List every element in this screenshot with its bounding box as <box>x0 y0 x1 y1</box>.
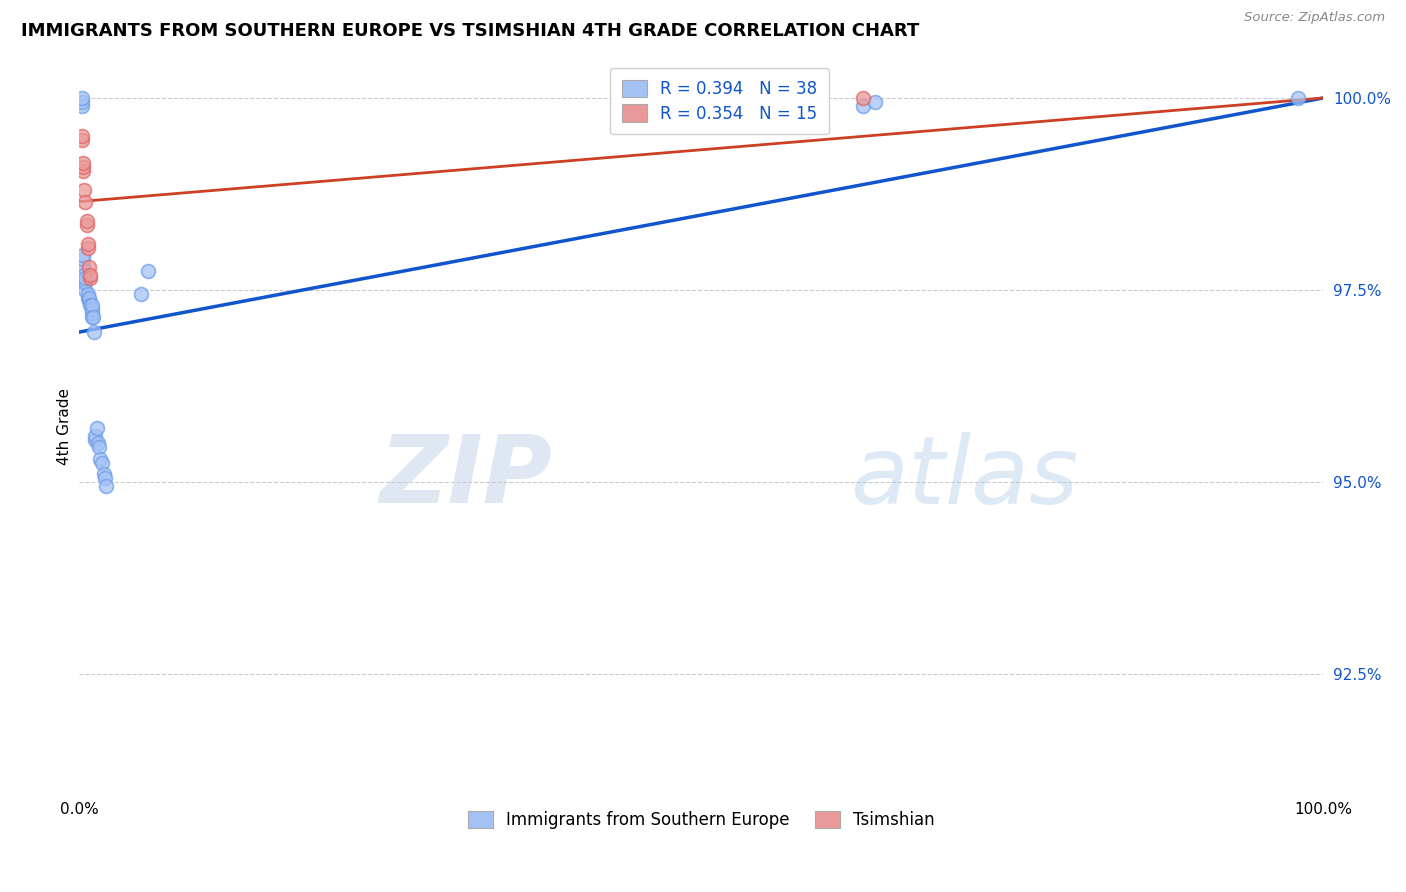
Point <box>76 241 98 255</box>
Point <box>83 325 105 339</box>
Y-axis label: 4th Grade: 4th Grade <box>58 388 72 465</box>
Legend: Immigrants from Southern Europe, Tsimshian: Immigrants from Southern Europe, Tsimshi… <box>461 804 941 836</box>
Point <box>72 164 94 178</box>
Point <box>72 252 94 267</box>
Point <box>72 260 94 274</box>
Point <box>72 160 94 174</box>
Point <box>76 218 98 232</box>
Text: Source: ZipAtlas.com: Source: ZipAtlas.com <box>1244 11 1385 24</box>
Point <box>72 248 94 262</box>
Point <box>82 310 104 324</box>
Point <box>75 283 97 297</box>
Point <box>75 194 97 209</box>
Point <box>131 286 153 301</box>
Point <box>90 456 112 470</box>
Point <box>84 428 107 442</box>
Point <box>136 263 159 277</box>
Point <box>73 275 96 289</box>
Point <box>79 298 101 312</box>
Point <box>72 268 94 282</box>
Point <box>79 271 101 285</box>
Point <box>77 294 100 309</box>
Point <box>77 291 100 305</box>
Point <box>87 440 110 454</box>
Point <box>76 214 98 228</box>
Point <box>73 183 96 197</box>
Point <box>76 236 98 251</box>
Point <box>80 298 103 312</box>
Point <box>80 306 103 320</box>
Point <box>75 275 97 289</box>
Point <box>70 133 93 147</box>
Point <box>77 260 100 274</box>
Point <box>79 268 101 282</box>
Point <box>70 95 93 109</box>
Point <box>72 156 94 170</box>
Point <box>70 91 93 105</box>
Point <box>93 467 115 482</box>
Point <box>80 310 103 324</box>
Point <box>73 268 96 282</box>
Point <box>86 421 108 435</box>
Text: IMMIGRANTS FROM SOUTHERN EUROPE VS TSIMSHIAN 4TH GRADE CORRELATION CHART: IMMIGRANTS FROM SOUTHERN EUROPE VS TSIMS… <box>21 22 920 40</box>
Point <box>96 478 118 492</box>
Point <box>76 286 98 301</box>
Point <box>852 98 875 112</box>
Point <box>70 98 93 112</box>
Point <box>87 436 110 450</box>
Text: atlas: atlas <box>851 432 1078 523</box>
Point <box>70 129 93 144</box>
Point <box>76 291 98 305</box>
Point <box>852 91 875 105</box>
Point <box>75 271 97 285</box>
Point <box>94 471 117 485</box>
Point <box>89 451 111 466</box>
Point <box>1286 91 1309 105</box>
Point <box>84 433 107 447</box>
Point <box>865 95 887 109</box>
Text: ZIP: ZIP <box>380 432 553 524</box>
Point <box>80 301 103 316</box>
